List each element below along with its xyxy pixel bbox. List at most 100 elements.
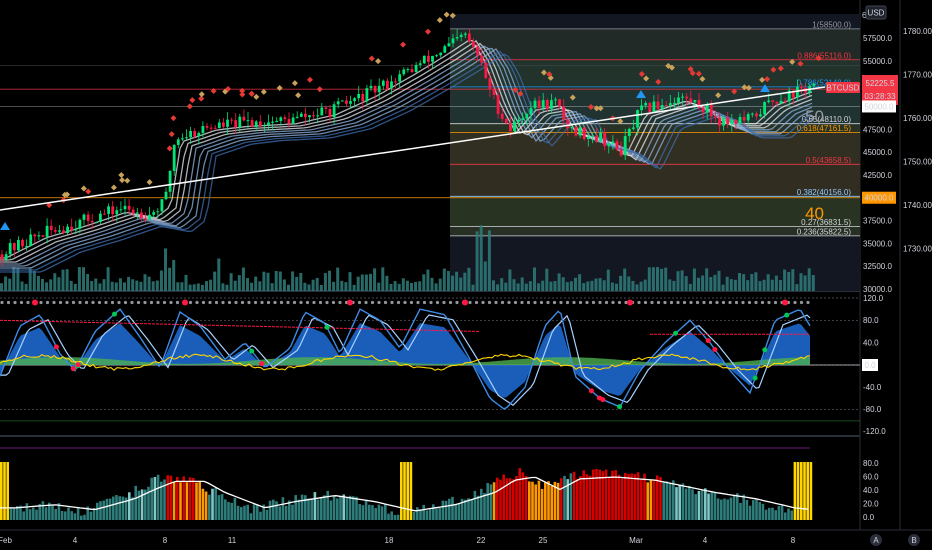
histogram-scale[interactable]: 80.0 60.0 40.0 20.0 0.0 bbox=[863, 459, 879, 522]
histogram-bar bbox=[774, 510, 777, 520]
momentum-histogram-pane[interactable] bbox=[0, 447, 813, 520]
trend-line[interactable] bbox=[0, 86, 826, 211]
oscillator-pane[interactable] bbox=[0, 297, 860, 422]
secondary-tick-label: 1770.00 bbox=[903, 71, 932, 80]
volume-bar bbox=[213, 271, 217, 291]
volume-bar bbox=[315, 277, 319, 291]
volume-bar bbox=[656, 267, 659, 291]
footer-button-a[interactable] bbox=[870, 534, 882, 546]
histogram-bar bbox=[723, 498, 726, 520]
candle-body bbox=[127, 205, 131, 210]
diamond-marker-icon bbox=[449, 12, 456, 19]
histogram-bar bbox=[294, 495, 297, 520]
osc-top-dot bbox=[513, 300, 518, 305]
osc-top-dot bbox=[578, 300, 583, 305]
diamond-marker-icon bbox=[253, 93, 260, 100]
main-price-pane[interactable]: 1(58500.0) 0.886(55116.0) 0.786(52148.0) 0.… bbox=[0, 11, 860, 291]
candle-body bbox=[140, 212, 143, 219]
volume-bar bbox=[217, 258, 221, 291]
osc-zero-badge-text: 0.0 bbox=[864, 361, 876, 370]
volume-bar bbox=[299, 272, 303, 291]
candle-body bbox=[677, 97, 680, 103]
histogram-bar bbox=[57, 503, 61, 520]
histogram-bar bbox=[604, 469, 608, 520]
osc-top-dot bbox=[481, 300, 485, 305]
candle-body bbox=[390, 81, 393, 89]
level-50000-text: 50000.0 bbox=[865, 102, 894, 111]
candle-body bbox=[332, 104, 336, 118]
time-axis[interactable]: Feb 4 8 11 18 22 25 Mar 4 8 bbox=[0, 536, 796, 545]
histogram-bar bbox=[540, 488, 544, 520]
candle-body bbox=[447, 43, 451, 47]
volume-bar bbox=[332, 281, 336, 291]
volume-bar bbox=[410, 282, 413, 291]
candle-body bbox=[771, 100, 775, 102]
diamond-marker-icon bbox=[248, 90, 255, 97]
histogram-bar bbox=[691, 489, 694, 520]
histogram-tick-label: 60.0 bbox=[863, 473, 879, 482]
volume-bar bbox=[110, 281, 114, 291]
candle-body bbox=[714, 116, 717, 118]
osc-top-dot bbox=[416, 300, 420, 305]
diamond-marker-icon bbox=[110, 184, 117, 191]
scale-top-partial: 6 bbox=[862, 11, 867, 20]
currency-label: USD bbox=[868, 9, 885, 18]
histogram-bar bbox=[742, 494, 745, 520]
candle-body bbox=[529, 108, 533, 115]
histogram-bar bbox=[268, 500, 272, 520]
secondary-scale[interactable]: 1780.00 1770.00 1760.00 1750.00 1740.00 1730.… bbox=[903, 27, 932, 254]
volume-bar bbox=[102, 279, 106, 291]
histogram-bar bbox=[630, 473, 633, 520]
osc-top-dot bbox=[39, 300, 43, 305]
histogram-bar bbox=[252, 504, 256, 520]
osc-top-dot bbox=[195, 300, 199, 305]
histogram-bar bbox=[179, 482, 182, 520]
volume-bar bbox=[602, 280, 606, 291]
osc-red-dot bbox=[182, 299, 188, 306]
price-scale[interactable]: 57500.055000.052500.050000.047500.045000… bbox=[863, 34, 892, 294]
histogram-bar bbox=[208, 494, 211, 520]
countdown-text: 03:28:33 bbox=[864, 92, 896, 101]
diamond-marker-icon bbox=[210, 87, 217, 94]
candle-body bbox=[74, 228, 78, 231]
volume-bar bbox=[606, 269, 610, 291]
candle-body bbox=[283, 117, 287, 120]
candle-body bbox=[156, 211, 160, 213]
time-tick-label: 4 bbox=[73, 536, 78, 545]
diamond-marker-icon bbox=[436, 17, 443, 24]
histogram-bar bbox=[28, 509, 32, 520]
volume-bar bbox=[340, 280, 344, 291]
volume-bar bbox=[98, 283, 102, 291]
volume-bar bbox=[680, 270, 684, 291]
histogram-bar bbox=[195, 482, 198, 520]
price-tick-label: 37500.0 bbox=[863, 217, 892, 226]
histogram-bar bbox=[777, 505, 781, 520]
volume-bar bbox=[237, 275, 241, 291]
candle-body bbox=[783, 100, 787, 102]
histogram-bar bbox=[147, 486, 150, 520]
candle-body bbox=[455, 37, 459, 39]
histogram-bar bbox=[697, 491, 701, 520]
histogram-tick-label: 0.0 bbox=[863, 513, 875, 522]
currency-button[interactable] bbox=[865, 5, 887, 20]
candle-body bbox=[468, 33, 471, 42]
histogram-bar bbox=[547, 481, 550, 520]
candle-body bbox=[673, 102, 676, 104]
volume-bar bbox=[442, 268, 446, 291]
histogram-bar bbox=[73, 513, 77, 520]
volume-bar bbox=[467, 267, 471, 291]
osc-cross-dot bbox=[784, 312, 790, 318]
candle-body bbox=[217, 122, 221, 129]
histogram-bar bbox=[422, 504, 425, 520]
candle-body bbox=[476, 46, 479, 56]
candle-body bbox=[324, 107, 328, 109]
osc-top-dot bbox=[370, 300, 375, 305]
footer-button-b[interactable] bbox=[908, 534, 920, 546]
histogram-bar bbox=[704, 488, 707, 520]
candle-body bbox=[336, 101, 340, 105]
volume-bar bbox=[639, 281, 643, 291]
histogram-bar bbox=[531, 481, 534, 520]
histogram-bar bbox=[640, 478, 643, 520]
histogram-bar bbox=[86, 506, 89, 520]
